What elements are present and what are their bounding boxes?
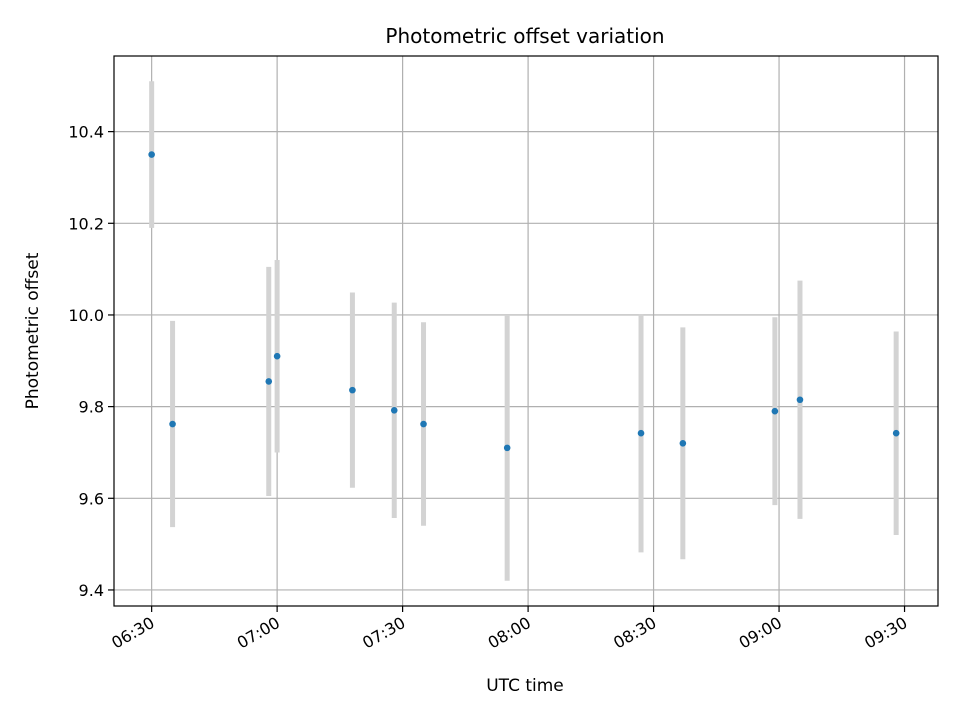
chart-title: Photometric offset variation bbox=[385, 24, 664, 48]
y-tick-label: 10.4 bbox=[68, 123, 104, 142]
y-tick-label: 10.0 bbox=[68, 306, 104, 325]
data-point bbox=[796, 396, 804, 404]
data-point bbox=[265, 378, 273, 385]
data-point bbox=[637, 429, 645, 437]
y-axis-ticks: 9.4 9.6 9.8 10.0 10.2 10.4 bbox=[68, 123, 114, 600]
data-points bbox=[148, 151, 900, 452]
y-axis-label: Photometric offset bbox=[23, 252, 43, 409]
x-axis-label: UTC time bbox=[486, 676, 564, 696]
data-point bbox=[892, 429, 900, 437]
data-point bbox=[390, 406, 398, 414]
data-point bbox=[771, 407, 779, 415]
y-tick-label: 10.2 bbox=[68, 214, 104, 233]
data-point bbox=[273, 352, 281, 360]
data-point bbox=[679, 439, 687, 447]
data-point bbox=[169, 420, 176, 428]
plot-frame bbox=[113, 55, 939, 607]
data-point bbox=[503, 444, 511, 452]
data-point bbox=[148, 151, 155, 158]
y-tick-label: 9.8 bbox=[79, 398, 104, 417]
y-tick-label: 9.6 bbox=[79, 489, 104, 508]
data-point bbox=[420, 420, 427, 428]
data-point bbox=[349, 386, 356, 394]
y-tick-label: 9.4 bbox=[79, 581, 104, 600]
